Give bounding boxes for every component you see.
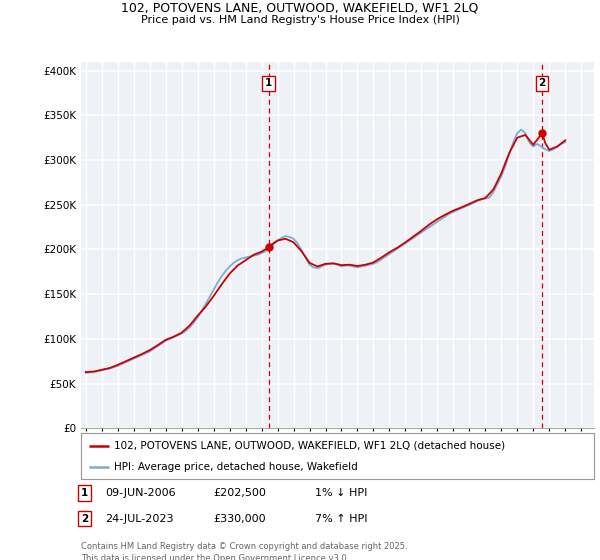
Text: 09-JUN-2006: 09-JUN-2006 (105, 488, 176, 498)
Text: 102, POTOVENS LANE, OUTWOOD, WAKEFIELD, WF1 2LQ: 102, POTOVENS LANE, OUTWOOD, WAKEFIELD, … (121, 2, 479, 15)
Text: 102, POTOVENS LANE, OUTWOOD, WAKEFIELD, WF1 2LQ (detached house): 102, POTOVENS LANE, OUTWOOD, WAKEFIELD, … (115, 441, 505, 451)
Text: £202,500: £202,500 (213, 488, 266, 498)
Text: 2: 2 (539, 78, 546, 88)
Text: 1: 1 (81, 488, 88, 498)
Text: 7% ↑ HPI: 7% ↑ HPI (315, 514, 367, 524)
Text: 1: 1 (265, 78, 272, 88)
Text: Price paid vs. HM Land Registry's House Price Index (HPI): Price paid vs. HM Land Registry's House … (140, 15, 460, 25)
Text: 1% ↓ HPI: 1% ↓ HPI (315, 488, 367, 498)
Text: 24-JUL-2023: 24-JUL-2023 (105, 514, 173, 524)
Text: 2: 2 (81, 514, 88, 524)
Text: HPI: Average price, detached house, Wakefield: HPI: Average price, detached house, Wake… (115, 463, 358, 472)
Text: Contains HM Land Registry data © Crown copyright and database right 2025.
This d: Contains HM Land Registry data © Crown c… (81, 542, 407, 560)
Text: £330,000: £330,000 (213, 514, 266, 524)
